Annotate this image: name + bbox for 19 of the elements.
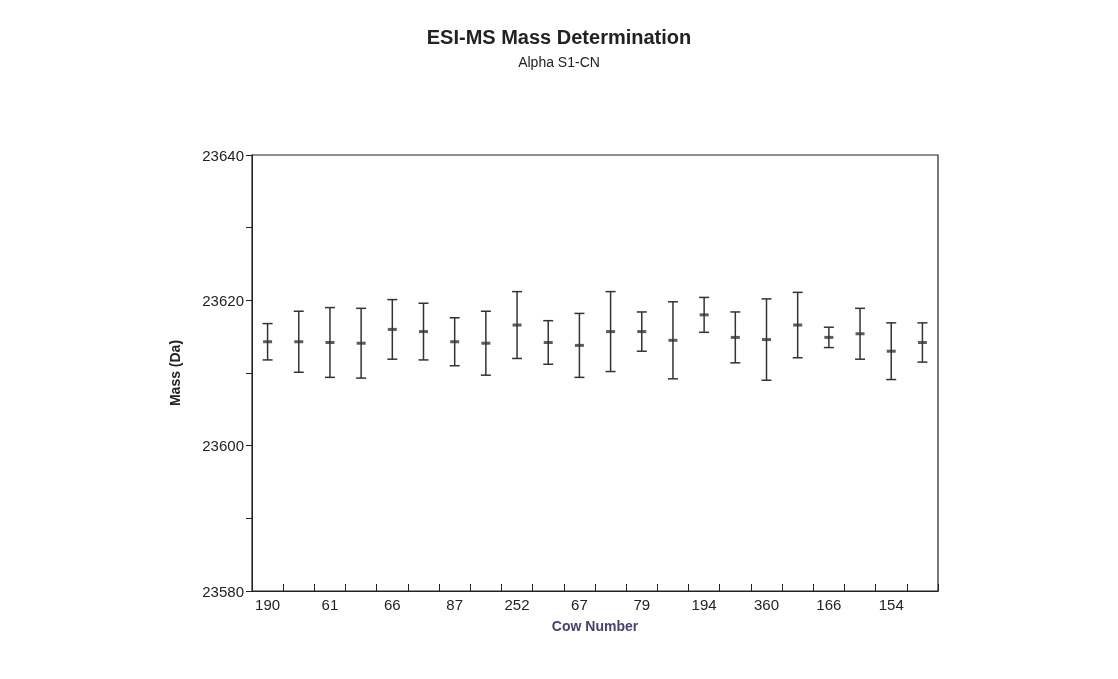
y-tick-label: 23640 (202, 146, 244, 164)
x-tick-label: 66 (383, 596, 401, 613)
y-tick-label: 23600 (202, 437, 244, 455)
chart-title: ESI-MS Mass Determination (426, 26, 692, 48)
x-tick-label: 194 (691, 596, 717, 613)
x-tick-label: 166 (816, 596, 842, 613)
chart-subtitle: Alpha S1-CN (518, 54, 600, 70)
x-tick-label: 360 (753, 596, 780, 613)
x-tick-label: 87 (446, 596, 464, 613)
x-tick-label: 61 (321, 596, 339, 613)
y-axis-title: Mass (Da) (167, 339, 183, 407)
x-tick-label: 154 (878, 596, 904, 613)
x-tick-label: 67 (571, 596, 588, 613)
x-axis-title: Cow Number (551, 618, 639, 634)
y-tick-label: 23580 (202, 582, 244, 600)
x-tick-label: 79 (633, 596, 651, 613)
x-tick-label: 190 (255, 596, 281, 613)
y-tick-label: 23620 (202, 291, 244, 309)
x-tick-label: 252 (504, 596, 530, 613)
